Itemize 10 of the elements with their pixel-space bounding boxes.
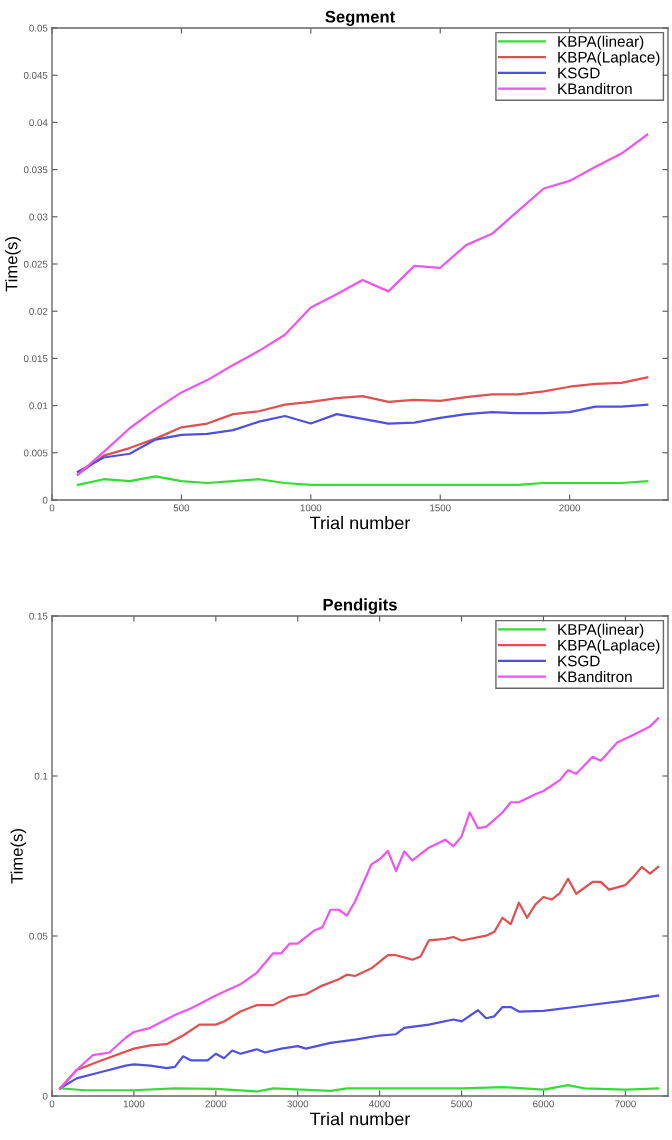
line-series	[59, 994, 660, 1090]
line-series	[76, 403, 649, 473]
y-axis-title: Time(s)	[5, 237, 21, 292]
chart-title: Segment	[325, 10, 395, 26]
x-axis-title: Trial number	[310, 516, 411, 530]
y-axis-title: Time(s)	[10, 829, 27, 884]
chart-title: Pendigits	[323, 598, 397, 614]
line-series	[76, 133, 649, 476]
line-series	[59, 717, 660, 1090]
x-axis-title: Trial number	[310, 1112, 411, 1126]
